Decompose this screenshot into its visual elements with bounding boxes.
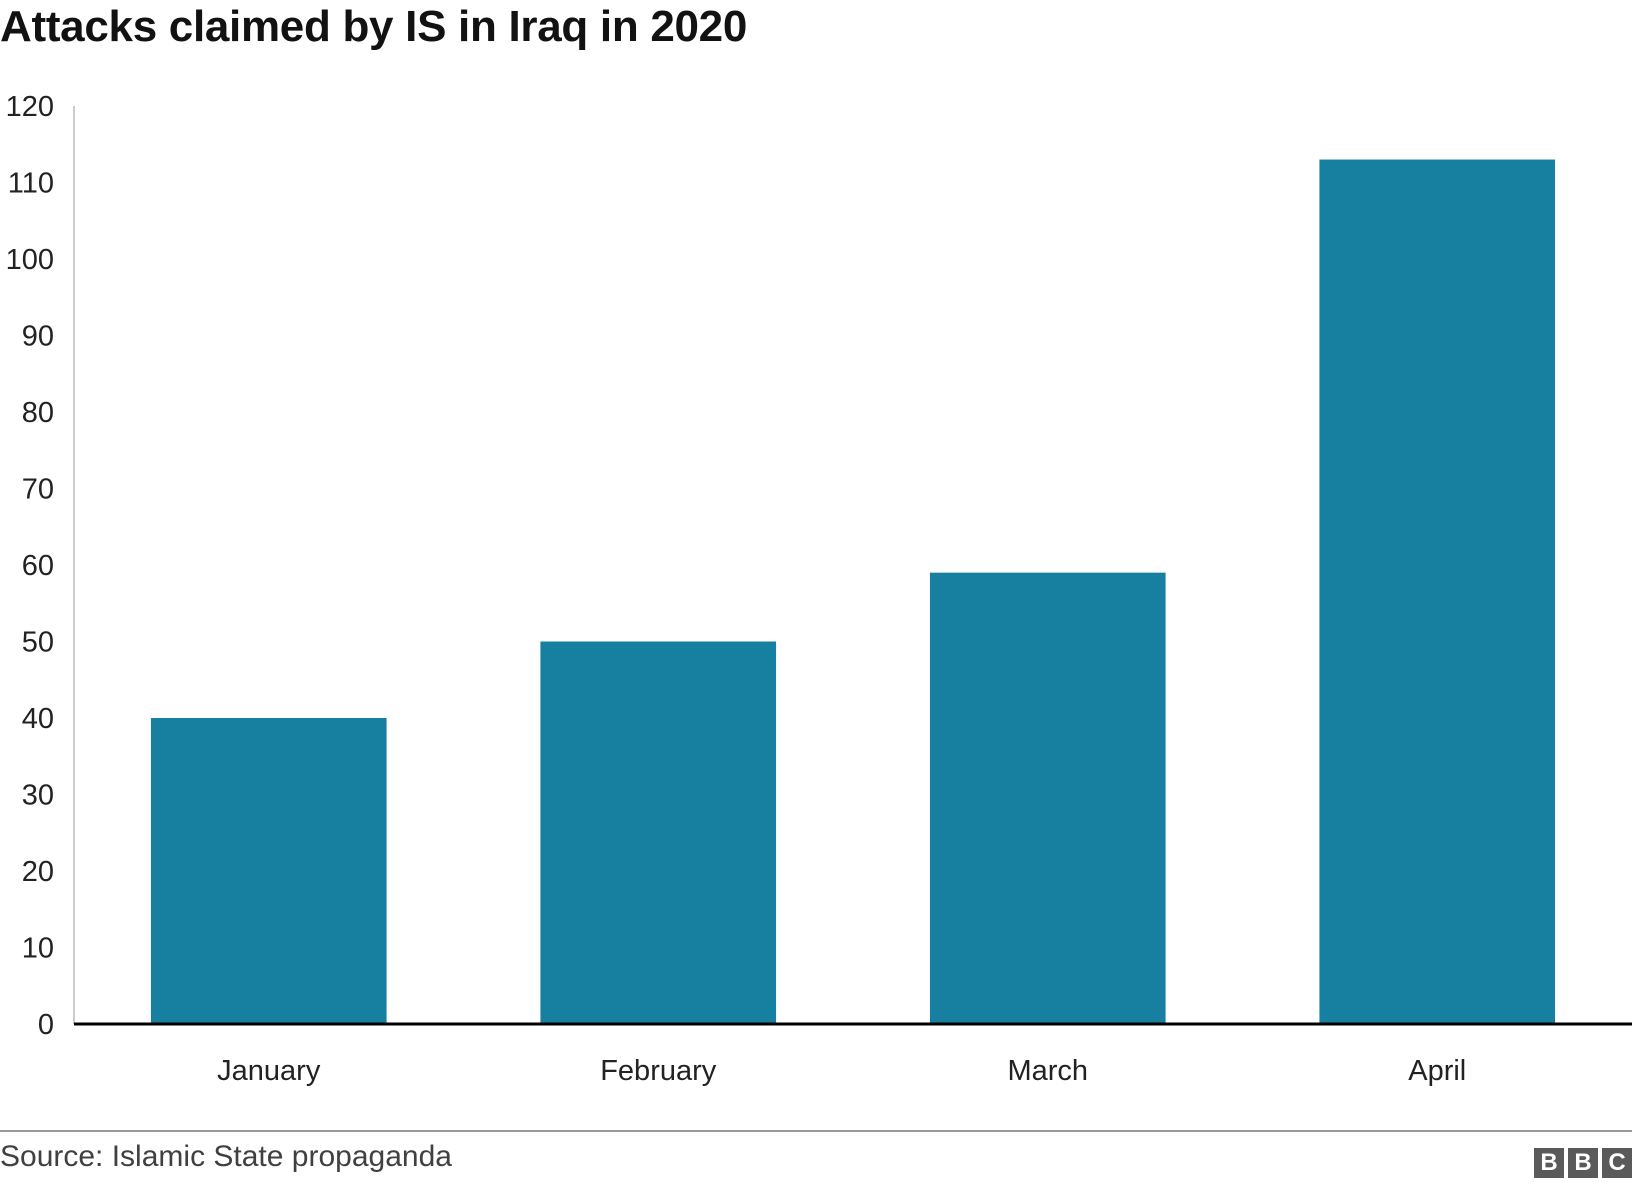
- x-tick-label: January: [217, 1055, 321, 1087]
- bar-march: [929, 572, 1166, 1024]
- logo-letter-3: C: [1602, 1148, 1632, 1178]
- y-tick-label: 100: [6, 244, 54, 276]
- bar-april: [1319, 159, 1556, 1025]
- y-tick-label: 70: [22, 474, 54, 506]
- bar-chart: 0 10 20 30 40 50 60 70 80 90 100 110 120 January Febru…: [6, 91, 1632, 1087]
- y-tick-label: 50: [22, 627, 54, 659]
- y-tick-label: 90: [22, 321, 54, 353]
- footer-divider: [0, 1130, 1632, 1132]
- logo-letter-2: B: [1568, 1148, 1598, 1178]
- chart-title: Attacks claimed by IS in Iraq in 2020: [0, 2, 747, 51]
- y-tick-label: 120: [6, 91, 54, 123]
- bar-february: [540, 641, 777, 1024]
- bbc-logo: B B C: [1534, 1148, 1632, 1178]
- y-tick-label: 30: [22, 780, 54, 812]
- y-tick-label: 60: [22, 550, 54, 582]
- y-tick-label: 80: [22, 397, 54, 429]
- y-tick-label: 10: [22, 933, 54, 965]
- x-tick-label: April: [1408, 1055, 1466, 1087]
- source-note: Source: Islamic State propaganda: [0, 1140, 452, 1173]
- logo-letter-1: B: [1534, 1148, 1564, 1178]
- x-tick-label: February: [600, 1055, 717, 1087]
- bar-january: [150, 718, 387, 1024]
- x-tick-label: March: [1007, 1055, 1088, 1087]
- y-tick-label: 0: [38, 1009, 54, 1041]
- y-tick-label: 20: [22, 856, 54, 888]
- y-tick-label: 40: [22, 703, 54, 735]
- y-tick-label: 110: [8, 168, 54, 200]
